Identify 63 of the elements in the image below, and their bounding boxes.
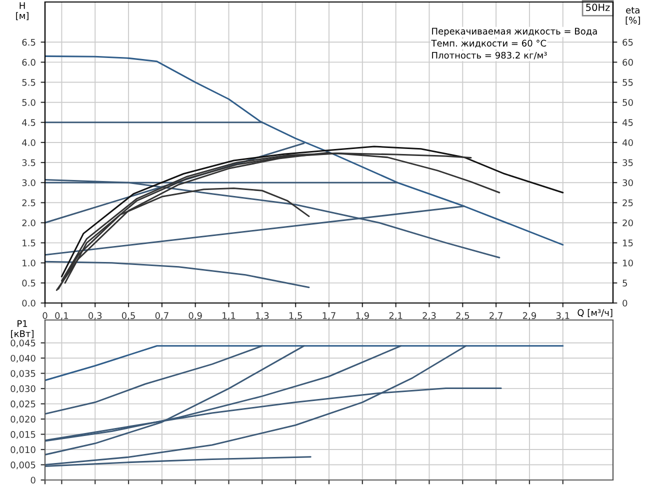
x-tick-label: 2,9 (522, 312, 536, 320)
y-tick-label: 0.5 (22, 280, 36, 286)
x-tick-label: 1,3 (256, 312, 269, 320)
x-tick-label: 2,1 (389, 312, 402, 320)
y-tick-label: 5.0 (22, 99, 36, 106)
y2-tick-label: 10 (623, 260, 633, 266)
y-tick-label: 6.0 (22, 58, 36, 66)
y-axis-title: H [м] (16, 2, 28, 20)
y2-tick-label: 60 (622, 58, 633, 66)
y2-axis-title: eta [%] (626, 7, 640, 25)
x-tick-label: 1,9 (356, 312, 369, 320)
y2-tick-label: 25 (622, 199, 633, 206)
y2-tick-label: 0 (622, 300, 628, 307)
y2-tick-label: 15 (623, 240, 633, 246)
y2-tick-label: 35 (622, 159, 633, 166)
y-tick-label: 4.0 (22, 139, 36, 146)
y-tick-label: 0,035 (10, 370, 36, 378)
y-tick-label: 4.5 (22, 119, 36, 126)
x-tick-label: 0,5 (122, 312, 135, 320)
y2-tick-label: 50 (622, 99, 633, 106)
x-tick-label: 1,7 (322, 312, 336, 320)
y2-tick-label: 30 (622, 179, 633, 186)
x-tick-label: 0,7 (155, 312, 168, 320)
x-tick-label: 1,5 (289, 312, 302, 320)
y-tick-label: 3.5 (22, 159, 36, 166)
y-tick-label: 0,045 (10, 340, 36, 348)
annotation: Плотность = 983.2 кг/м³ (432, 52, 547, 60)
y2-tick-label: 65 (622, 38, 633, 46)
x-tick-label: 3,1 (556, 312, 570, 320)
y-tick-label: 0,030 (10, 385, 36, 394)
y-tick-label: 5.5 (22, 79, 36, 86)
y2-tick-label: 55 (622, 79, 633, 86)
y-tick-label: 0 (30, 476, 36, 484)
y-tick-label: 3.0 (22, 179, 36, 186)
y-tick-label: 0,020 (10, 416, 36, 424)
x-tick-label: 2,3 (422, 312, 436, 320)
y-tick-label: 1.5 (22, 240, 36, 246)
y-axis-title: P1 [кВт] (11, 320, 34, 338)
chart-title: 50Hz (586, 4, 610, 12)
y-tick-label: 2.0 (22, 219, 36, 226)
x-tick-label: 0,3 (88, 312, 102, 320)
annotation: Темп. жидкости = 60 °C (431, 40, 546, 48)
x-tick-label: 2,7 (490, 312, 502, 320)
y-tick-label: 0,005 (10, 461, 36, 470)
annotation: Перекачиваемая жидкость = Вода (432, 28, 597, 36)
x-tick-label: 0,1 (55, 312, 68, 320)
y-tick-label: 0,015 (10, 431, 36, 439)
y-tick-label: 1.0 (22, 260, 36, 266)
y-tick-label: 0,025 (10, 400, 36, 408)
y-tick-label: 0,040 (10, 354, 36, 363)
x-tick-label: 2,5 (456, 312, 470, 320)
y-tick-label: 6.5 (22, 38, 36, 46)
x-tick-label: 1,1 (222, 312, 236, 320)
y2-tick-label: 20 (622, 219, 633, 226)
x-tick-label: 0,9 (188, 312, 202, 320)
y-tick-label: 0.0 (22, 300, 36, 307)
x-axis-title: Q [м³/ч] (578, 309, 612, 318)
y-tick-label: 0,010 (10, 446, 36, 454)
y-tick-label: 2.5 (22, 199, 36, 206)
y2-tick-label: 45 (622, 119, 633, 126)
y2-tick-label: 40 (622, 139, 633, 146)
x-tick-label: 0 (42, 312, 48, 320)
y2-tick-label: 5 (622, 280, 627, 286)
